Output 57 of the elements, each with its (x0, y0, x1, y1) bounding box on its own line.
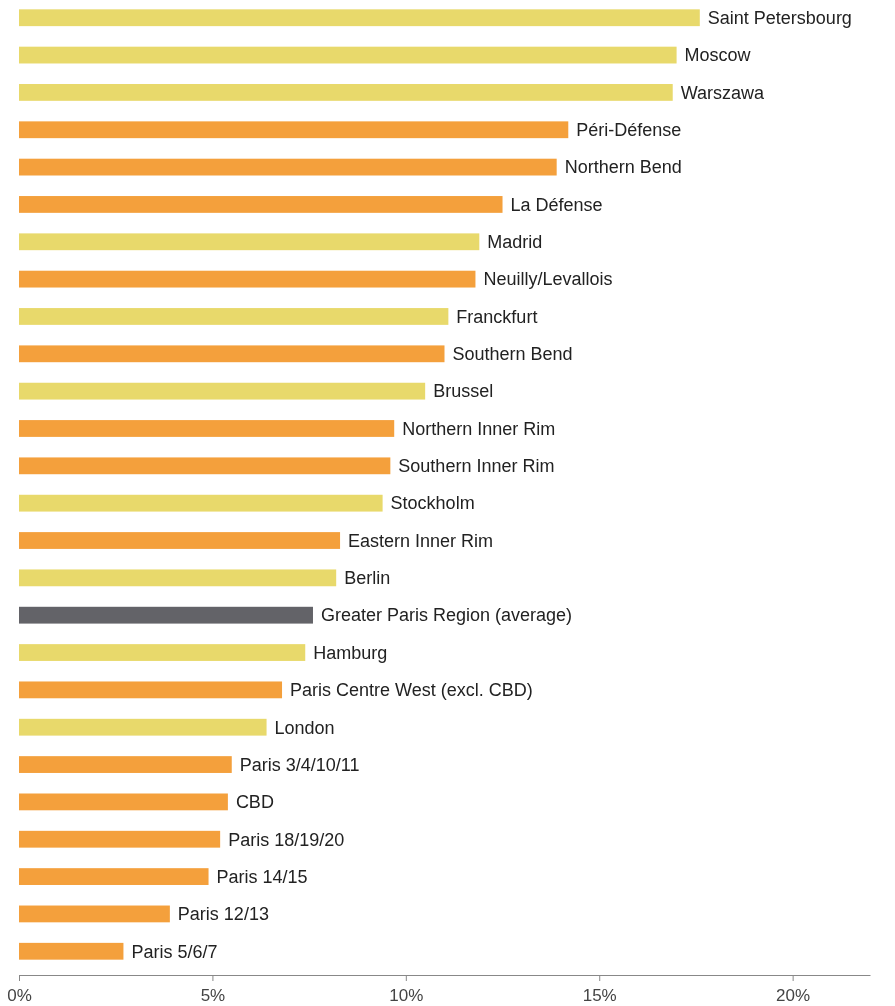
y-tick-label: London (274, 717, 335, 738)
y-tick-label: Warszawa (680, 82, 766, 103)
bar (19, 868, 209, 885)
y-tick-label: Paris 12/13 (177, 904, 269, 925)
bar (19, 196, 503, 213)
x-tick-label: 0% (7, 986, 32, 1005)
bar (19, 345, 445, 363)
bar (19, 793, 228, 811)
bar (19, 606, 313, 624)
y-tick-label: Paris 18/19/20 (228, 829, 345, 850)
bar (19, 532, 341, 549)
bar (19, 569, 337, 587)
bar (19, 46, 677, 64)
bar (19, 494, 383, 512)
bar (19, 905, 170, 923)
y-tick-label: Franckfurt (456, 306, 538, 327)
y-tick-label: Eastern Inner Rim (348, 530, 494, 551)
y-tick-label: Madrid (487, 232, 543, 253)
x-tick-label: 10% (389, 986, 424, 1005)
x-tick-label: 20% (776, 986, 811, 1005)
x-tick-label: 5% (200, 986, 226, 1005)
bar (19, 942, 124, 960)
y-tick-label: Southern Inner Rim (398, 456, 555, 477)
bar (19, 233, 480, 251)
y-tick-label: Paris Centre West (excl. CBD) (290, 680, 533, 701)
bar (19, 121, 569, 139)
y-tick-label: Péri-Défense (576, 120, 682, 141)
bar (19, 270, 476, 288)
y-tick-label: Neuilly/Levallois (483, 269, 613, 290)
bar (19, 718, 267, 736)
y-tick-label: Saint Petersbourg (707, 8, 852, 29)
bar (19, 158, 557, 176)
bar (19, 457, 391, 475)
y-tick-label: Paris 14/15 (216, 866, 308, 887)
y-tick-label: La Défense (510, 194, 603, 215)
y-tick-label: Paris 3/4/10/11 (239, 754, 360, 775)
bar (19, 382, 426, 400)
y-tick-label: Southern Bend (452, 344, 573, 365)
bar (19, 9, 700, 27)
y-tick-label: Moscow (684, 45, 752, 66)
y-tick-label: Paris 5/6/7 (131, 941, 218, 962)
x-tick-label: 15% (582, 986, 617, 1005)
y-tick-label: Brussel (433, 381, 494, 402)
y-tick-label: Northern Bend (564, 157, 682, 178)
y-tick-label: Northern Inner Rim (402, 418, 556, 439)
bar (19, 830, 221, 848)
y-tick-label: Stockholm (390, 493, 475, 514)
y-tick-label: Greater Paris Region (average) (320, 605, 573, 626)
bar (19, 84, 673, 101)
bar (19, 644, 306, 661)
bar (19, 681, 283, 699)
bar (19, 756, 232, 773)
y-tick-label: Hamburg (313, 642, 388, 663)
y-tick-label: CBD (235, 792, 274, 813)
bar (19, 308, 449, 325)
y-tick-label: Berlin (344, 568, 391, 589)
bar (19, 420, 395, 437)
